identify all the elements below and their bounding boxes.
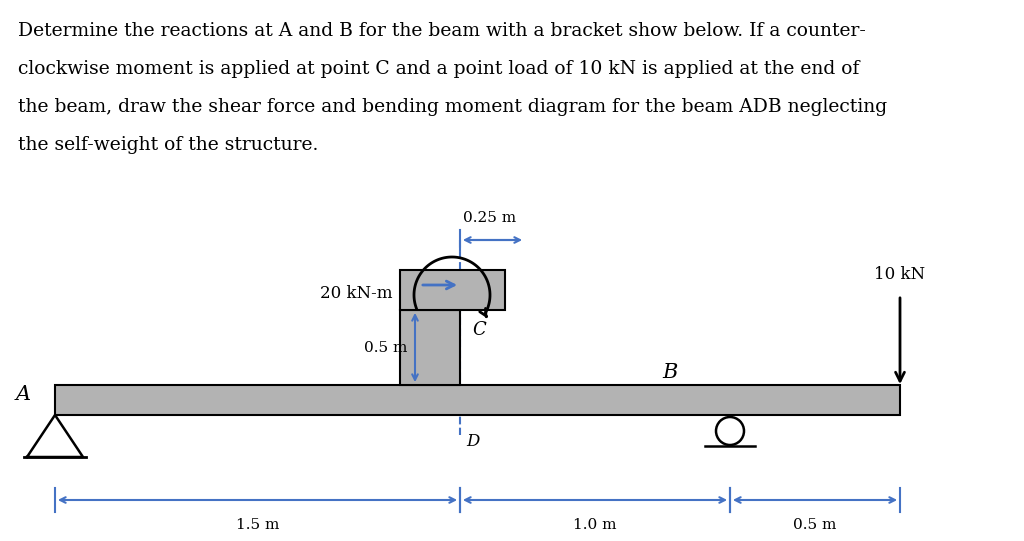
Text: the self-weight of the structure.: the self-weight of the structure. <box>18 136 318 154</box>
Text: 1.5 m: 1.5 m <box>236 518 280 532</box>
Bar <box>400 270 505 310</box>
Text: A: A <box>15 386 31 405</box>
Text: C: C <box>472 321 485 339</box>
Text: Determine the reactions at A and B for the beam with a bracket show below. If a : Determine the reactions at A and B for t… <box>18 22 866 40</box>
Text: 0.5 m: 0.5 m <box>364 340 407 354</box>
Text: D: D <box>466 433 479 450</box>
Text: 0.25 m: 0.25 m <box>464 211 516 225</box>
Text: 0.5 m: 0.5 m <box>794 518 837 532</box>
Text: the beam, draw the shear force and bending moment diagram for the beam ADB negle: the beam, draw the shear force and bendi… <box>18 98 887 116</box>
Bar <box>400 310 460 385</box>
Bar <box>55 385 900 415</box>
Text: 1.0 m: 1.0 m <box>573 518 616 532</box>
Text: 10 kN: 10 kN <box>874 266 926 283</box>
Circle shape <box>716 417 744 445</box>
Text: clockwise moment is applied at point C and a point load of 10 kN is applied at t: clockwise moment is applied at point C a… <box>18 60 859 78</box>
Text: B: B <box>663 364 678 382</box>
Text: 20 kN-m: 20 kN-m <box>319 285 392 302</box>
